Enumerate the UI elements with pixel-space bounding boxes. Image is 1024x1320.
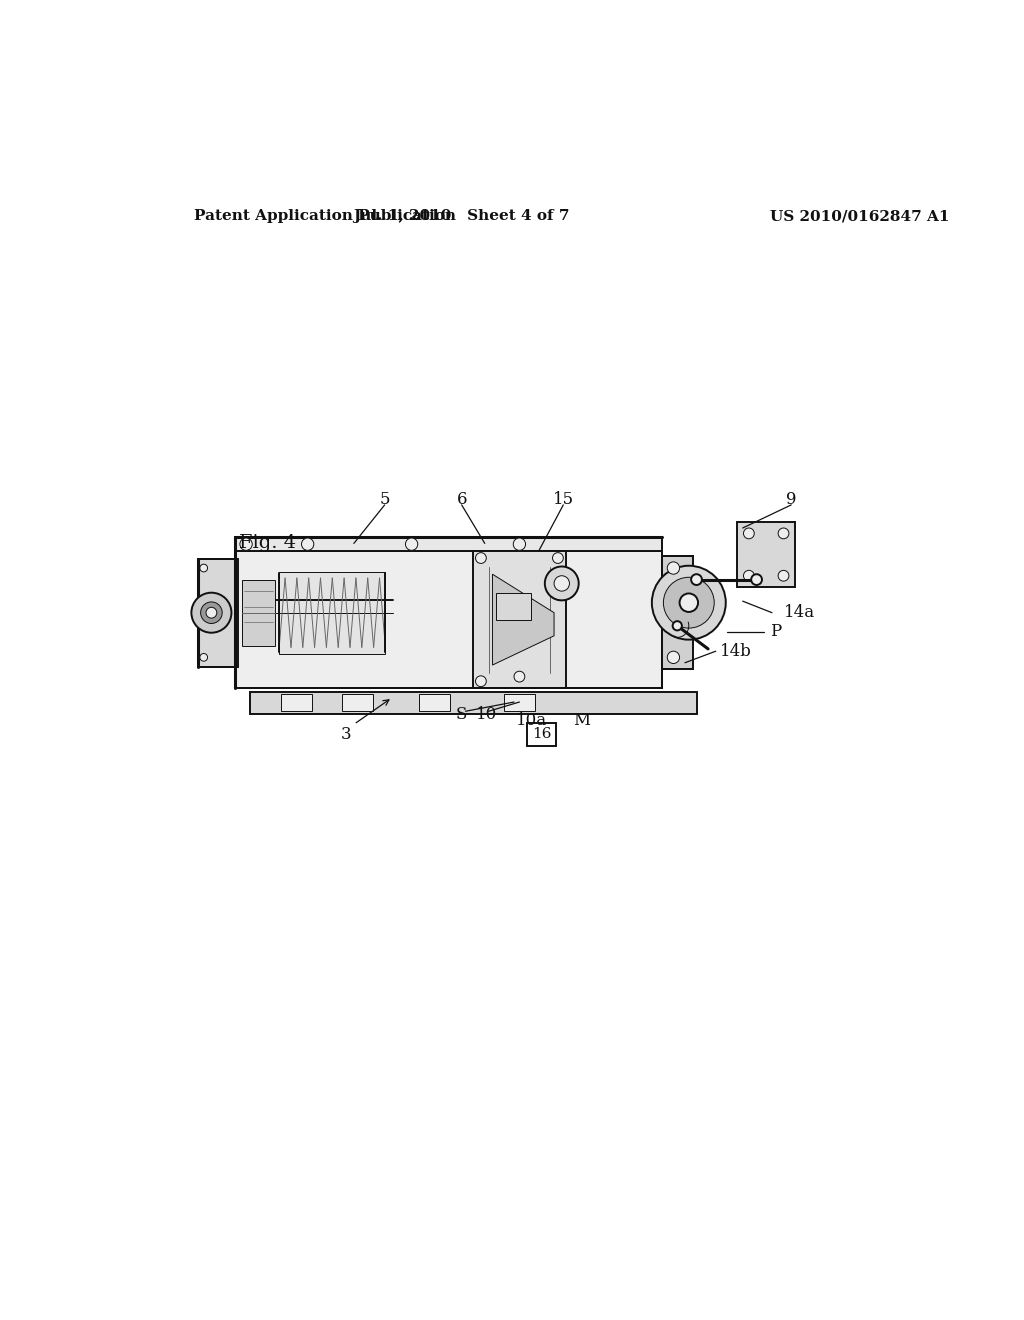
Bar xyxy=(280,572,385,653)
Circle shape xyxy=(752,574,762,585)
Circle shape xyxy=(553,553,563,564)
Bar xyxy=(662,557,692,669)
Circle shape xyxy=(475,553,486,564)
Circle shape xyxy=(475,676,486,686)
Circle shape xyxy=(200,564,208,572)
Text: 5: 5 xyxy=(380,491,390,508)
Text: 9: 9 xyxy=(786,491,797,508)
Circle shape xyxy=(200,653,208,661)
Bar xyxy=(419,694,451,711)
Circle shape xyxy=(652,566,726,640)
Text: 14b: 14b xyxy=(720,643,752,660)
Text: 14a: 14a xyxy=(783,605,815,622)
Bar xyxy=(342,694,373,711)
Polygon shape xyxy=(493,574,554,665)
Bar xyxy=(504,694,535,711)
Text: P: P xyxy=(770,623,781,640)
Bar xyxy=(234,552,662,688)
Text: S: S xyxy=(456,706,467,723)
Bar xyxy=(737,521,795,587)
Text: Fig. 4: Fig. 4 xyxy=(240,535,296,552)
Circle shape xyxy=(673,622,682,631)
Text: 10a: 10a xyxy=(515,711,547,729)
Bar xyxy=(473,552,565,688)
Bar xyxy=(497,594,531,620)
Text: 15: 15 xyxy=(553,491,573,508)
Circle shape xyxy=(554,576,569,591)
Text: M: M xyxy=(573,711,591,729)
Circle shape xyxy=(743,570,755,581)
Circle shape xyxy=(301,539,313,550)
Bar xyxy=(198,558,239,667)
Circle shape xyxy=(664,577,714,628)
Circle shape xyxy=(778,570,788,581)
Bar xyxy=(243,579,274,645)
Circle shape xyxy=(668,562,680,574)
Text: 16: 16 xyxy=(532,727,552,742)
Circle shape xyxy=(206,607,217,618)
Circle shape xyxy=(191,593,231,632)
Bar xyxy=(234,537,662,552)
Bar xyxy=(250,692,696,714)
Circle shape xyxy=(743,528,755,539)
Circle shape xyxy=(545,566,579,601)
Circle shape xyxy=(201,602,222,623)
Circle shape xyxy=(406,539,418,550)
Circle shape xyxy=(680,594,698,612)
Circle shape xyxy=(668,651,680,664)
Text: US 2010/0162847 A1: US 2010/0162847 A1 xyxy=(770,209,949,223)
Text: 6: 6 xyxy=(457,491,467,508)
Circle shape xyxy=(778,528,788,539)
Bar xyxy=(527,723,556,746)
Circle shape xyxy=(514,672,525,682)
Bar xyxy=(281,694,311,711)
Circle shape xyxy=(513,539,525,550)
Text: Patent Application Publication: Patent Application Publication xyxy=(194,209,456,223)
Text: 10: 10 xyxy=(476,706,497,723)
Text: 3: 3 xyxy=(341,726,351,743)
Circle shape xyxy=(691,574,701,585)
Text: Jul. 1, 2010   Sheet 4 of 7: Jul. 1, 2010 Sheet 4 of 7 xyxy=(353,209,570,223)
Circle shape xyxy=(240,539,252,550)
